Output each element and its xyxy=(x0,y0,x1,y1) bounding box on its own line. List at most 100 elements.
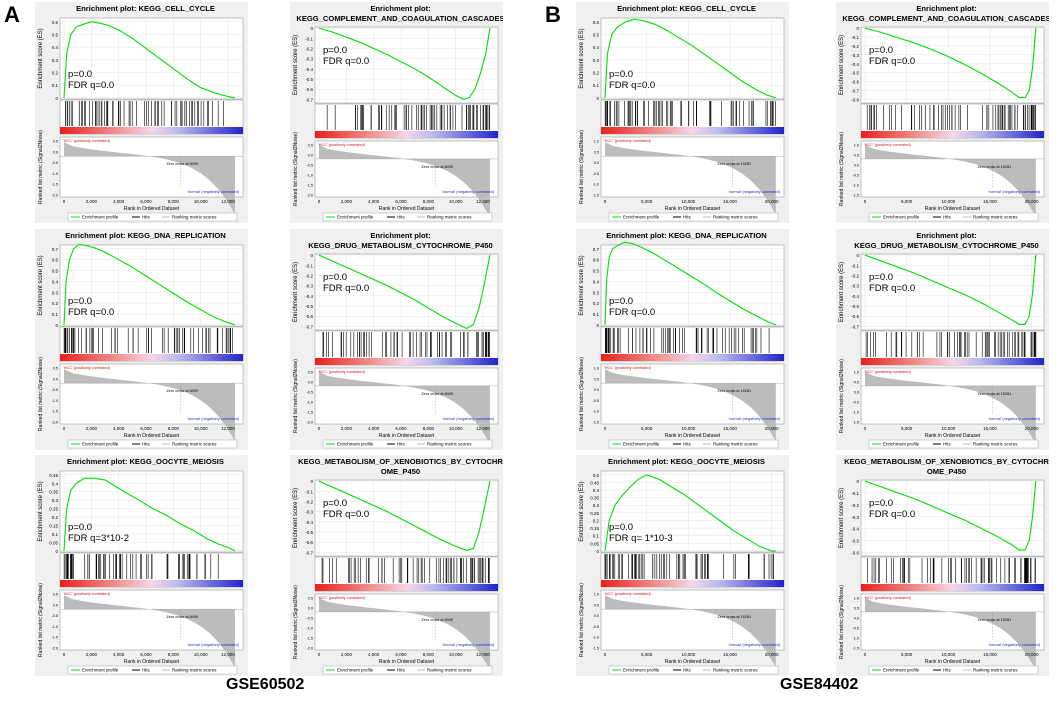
fdr-text: FDR q= 1*10-3 xyxy=(609,533,673,544)
legend-profile-label: Enrichment profile xyxy=(623,668,660,673)
enrichment-profile-line xyxy=(604,474,776,552)
y-tick-label: -0.6 xyxy=(851,80,859,85)
gsea-plot-a2: Enrichment plot: KEGG_COMPLEMENT_AND_COAG… xyxy=(290,2,503,223)
enrichment-profile-line xyxy=(318,254,491,330)
y-tick-label: -0.3 xyxy=(851,284,859,289)
x-tick-label: 2,000 xyxy=(341,652,353,657)
metric-tick-label: -1.5 xyxy=(852,421,859,425)
x-tick-label: 20,000 xyxy=(765,652,779,657)
metric-tick-label: -0.5 xyxy=(306,617,313,621)
metric-tick-label: -0.5 xyxy=(852,174,859,178)
metric-axis-label: Ranked list metric (Signal2Noise) xyxy=(293,132,299,206)
x-axis-label: Rank in Ordered Dataset xyxy=(665,433,721,439)
y-tick-label: -0.2 xyxy=(851,44,859,49)
metric-tick-label: -1.5 xyxy=(51,183,58,187)
x-tick-label: 20,000 xyxy=(765,199,779,204)
legend-profile-label: Enrichment profile xyxy=(82,442,119,447)
x-tick-label: 0 xyxy=(864,426,867,431)
legend-hits-label: Hits xyxy=(397,442,405,447)
x-tick-label: 0 xyxy=(318,426,321,431)
y-tick-label: -0.3 xyxy=(851,515,859,520)
x-tick-label: 4,000 xyxy=(113,426,125,431)
y-tick-label: -0.3 xyxy=(305,57,313,62)
y-tick-label: 0.4 xyxy=(52,279,59,284)
legend-profile-label: Enrichment profile xyxy=(337,442,374,447)
y-tick-label: -0.2 xyxy=(305,273,313,278)
legend-profile-label: Enrichment profile xyxy=(337,215,374,220)
gsea-plot-b4: Enrichment plot: KEGG_DRUG_METABOLISM_CYT… xyxy=(836,229,1049,450)
metric-tick-label: -2.0 xyxy=(51,647,58,651)
y-tick-label: -0.6 xyxy=(851,550,859,555)
metric-tick-label: 0.0 xyxy=(594,614,599,618)
legend-hits-label: Hits xyxy=(683,215,691,220)
gsea-svg: KEGG_METABOLISM_OF_XENOBIOTICS_BY_CYTOCH… xyxy=(293,457,503,675)
p-value-text: p=0.0 xyxy=(68,522,92,533)
y-tick-label: -0.4 xyxy=(851,294,859,299)
y-tick-label: -0.6 xyxy=(305,314,313,319)
ranking-color-bar xyxy=(861,358,1044,365)
zero-cross-label: Zero cross at 15281 xyxy=(717,389,751,393)
hits-marks xyxy=(866,105,1036,130)
hits-marks xyxy=(321,558,490,583)
positive-label: 'HCC' (positively correlated) xyxy=(604,366,652,370)
es-plot-area xyxy=(600,244,785,327)
metric-axis-label: Ranked list metric (Signal2Noise) xyxy=(38,357,44,431)
hits-marks xyxy=(322,332,490,357)
x-tick-label: 5,000 xyxy=(901,652,913,657)
es-plot-area xyxy=(600,470,785,553)
metric-tick-label: -0.5 xyxy=(51,388,58,392)
x-tick-label: 0 xyxy=(864,652,867,657)
legend-hits-label: Hits xyxy=(142,668,150,673)
enrichment-profile-line xyxy=(318,480,491,551)
x-tick-label: 2,000 xyxy=(341,199,353,204)
x-tick-label: 5,000 xyxy=(641,652,653,657)
metric-tick-label: -1.5 xyxy=(51,410,58,414)
y-tick-label: -0.5 xyxy=(851,304,859,309)
fdr-text: FDR q=0.0 xyxy=(323,283,369,294)
plot-title: Enrichment plot: xyxy=(916,231,976,240)
legend-hits-label: Hits xyxy=(943,442,951,447)
positive-label: 'HCC' (positively correlated) xyxy=(864,370,912,374)
y-tick-label: 0 xyxy=(596,323,599,328)
metric-tick-label: -2.0 xyxy=(306,421,313,425)
legend-profile-label: Enrichment profile xyxy=(623,442,660,447)
metric-tick-label: -2.0 xyxy=(51,421,58,425)
y-tick-label: 0 xyxy=(55,96,58,101)
metric-tick-label: 1.0 xyxy=(854,144,859,148)
y-tick-label: 0.3 xyxy=(52,58,59,63)
metric-tick-label: -1.0 xyxy=(306,174,313,178)
metric-tick-label: 1.0 xyxy=(594,593,599,597)
hits-marks xyxy=(65,101,224,126)
y-tick-label: -0.1 xyxy=(851,263,859,268)
x-axis-label: Rank in Ordered Dataset xyxy=(379,433,435,439)
y-tick-label: 0.25 xyxy=(590,511,599,516)
metric-tick-label: -2.0 xyxy=(306,194,313,198)
zero-cross-label: Zero cross at 15281 xyxy=(977,618,1011,622)
ranking-metric-area xyxy=(64,142,235,215)
x-tick-label: 6,000 xyxy=(395,426,407,431)
y-tick-label: 0.1 xyxy=(593,83,600,88)
metric-tick-label: 0.0 xyxy=(308,154,313,158)
metric-tick-label: -0.5 xyxy=(51,161,58,165)
enrichment-profile-line xyxy=(864,480,1037,551)
legend-hits-label: Hits xyxy=(142,215,150,220)
x-tick-label: 5,000 xyxy=(901,199,913,204)
y-tick-label: 0 xyxy=(310,479,313,484)
x-tick-label: 2,000 xyxy=(86,426,98,431)
metric-tick-label: -1.5 xyxy=(592,647,599,651)
x-tick-label: 10,000 xyxy=(449,652,463,657)
plot-title: KEGG_DRUG_METABOLISM_CYTOCHROME_P450 xyxy=(308,241,493,250)
es-axis-label: Enrichment score (ES) xyxy=(293,262,299,322)
y-tick-label: 0.1 xyxy=(52,532,59,537)
x-tick-label: 15,000 xyxy=(983,426,997,431)
es-axis-label: Enrichment score (ES) xyxy=(38,255,44,315)
fdr-text: FDR q=0.0 xyxy=(869,283,915,294)
y-tick-label: 0.2 xyxy=(52,515,59,520)
ranking-metric-area xyxy=(605,369,776,442)
y-tick-label: -0.1 xyxy=(851,35,859,40)
enrichment-profile-line xyxy=(318,27,491,100)
hits-marks xyxy=(605,328,770,353)
metric-tick-label: -0.5 xyxy=(592,625,599,629)
ranking-color-bar xyxy=(60,127,243,134)
positive-label: 'HCC' (positively correlated) xyxy=(318,370,366,374)
